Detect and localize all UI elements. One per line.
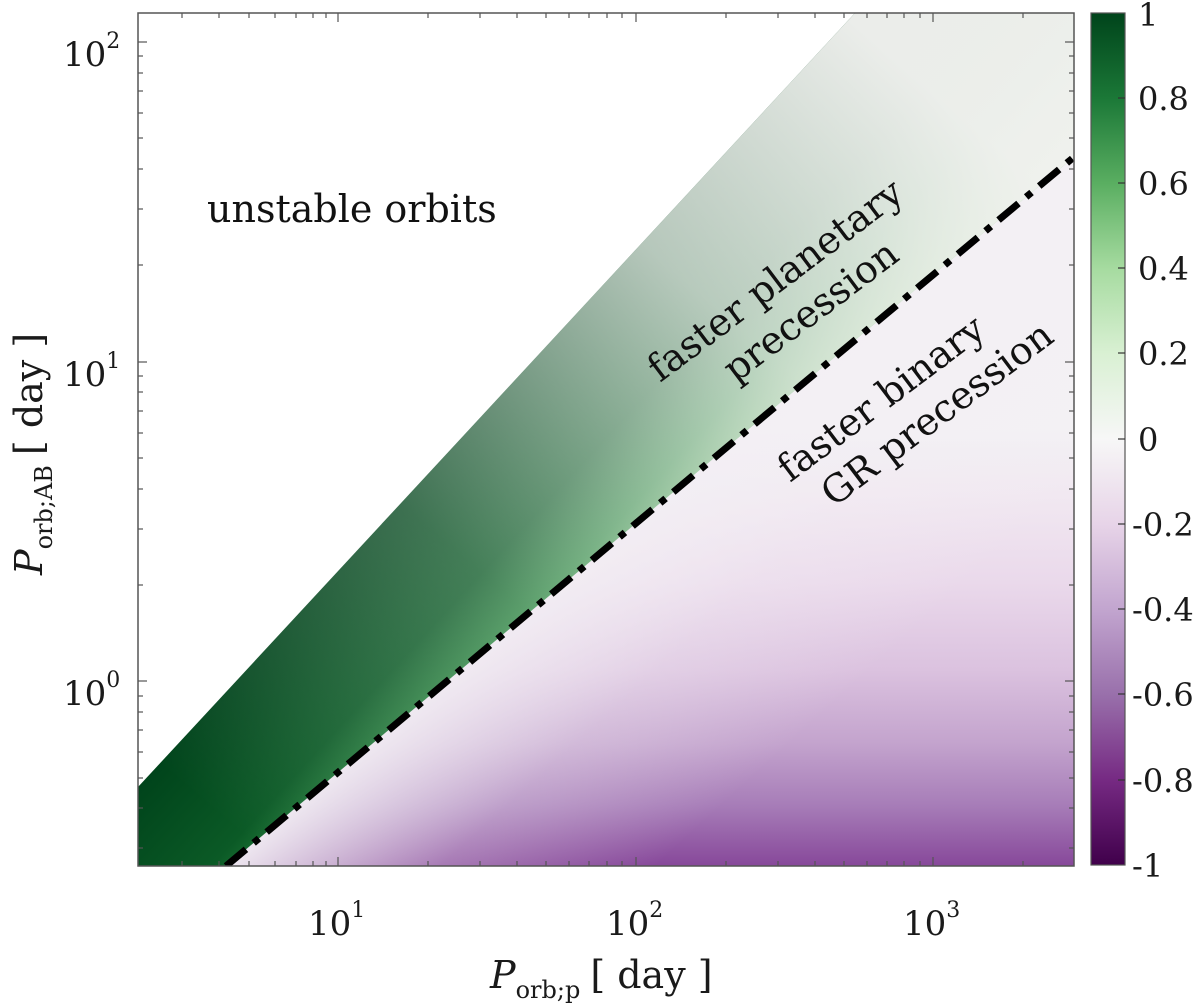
colorbar: 1 0.8 0.6 0.4 0.2 0 -0.2 -0.4 -0.6 -0.8 …: [1090, 0, 1194, 885]
colorbar-tick-label: -0.4: [1132, 591, 1194, 629]
annotation-unstable-orbits: unstable orbits: [207, 187, 497, 231]
colorbar-tick-label: 0.8: [1138, 80, 1189, 118]
colorbar-tick-label: -0.8: [1132, 762, 1194, 800]
colorbar-tick-label: 0.4: [1138, 250, 1189, 288]
x-ticks: [181, 13, 1024, 866]
axes-frame: [137, 12, 1075, 867]
equal-precession-line: [223, 154, 1074, 866]
y-tick-label: 102: [63, 29, 120, 75]
colorbar-ticks: [1118, 97, 1125, 781]
x-tick-label: 103: [903, 898, 960, 944]
y-tick-label: 100: [63, 668, 120, 714]
y-tick-labels: 102 101 100: [63, 29, 120, 714]
colorbar-tick-label: -0.2: [1132, 506, 1194, 544]
plot-area: [138, 13, 1074, 866]
x-tick-labels: 101 102 103: [308, 898, 960, 944]
colorbar-tick-label: 1: [1138, 0, 1158, 34]
x-tick-label: 102: [606, 898, 663, 944]
colorbar-tick-label: -1: [1132, 847, 1163, 885]
colorbar-tick-label: 0.6: [1138, 165, 1189, 203]
x-tick-label: 101: [308, 898, 365, 944]
green-fade: [138, 13, 1074, 866]
colorbar-tick-label: -0.6: [1132, 676, 1194, 714]
y-axis-label: Porb;AB[ day ]: [7, 333, 58, 576]
y-ticks: [138, 41, 1074, 849]
y-tick-label: 101: [63, 349, 120, 395]
colorbar-tick-label: 0.2: [1138, 335, 1189, 373]
x-axis-label: Porb;p[ day ]: [489, 953, 713, 1004]
colorbar-tick-label: 0: [1138, 421, 1158, 459]
